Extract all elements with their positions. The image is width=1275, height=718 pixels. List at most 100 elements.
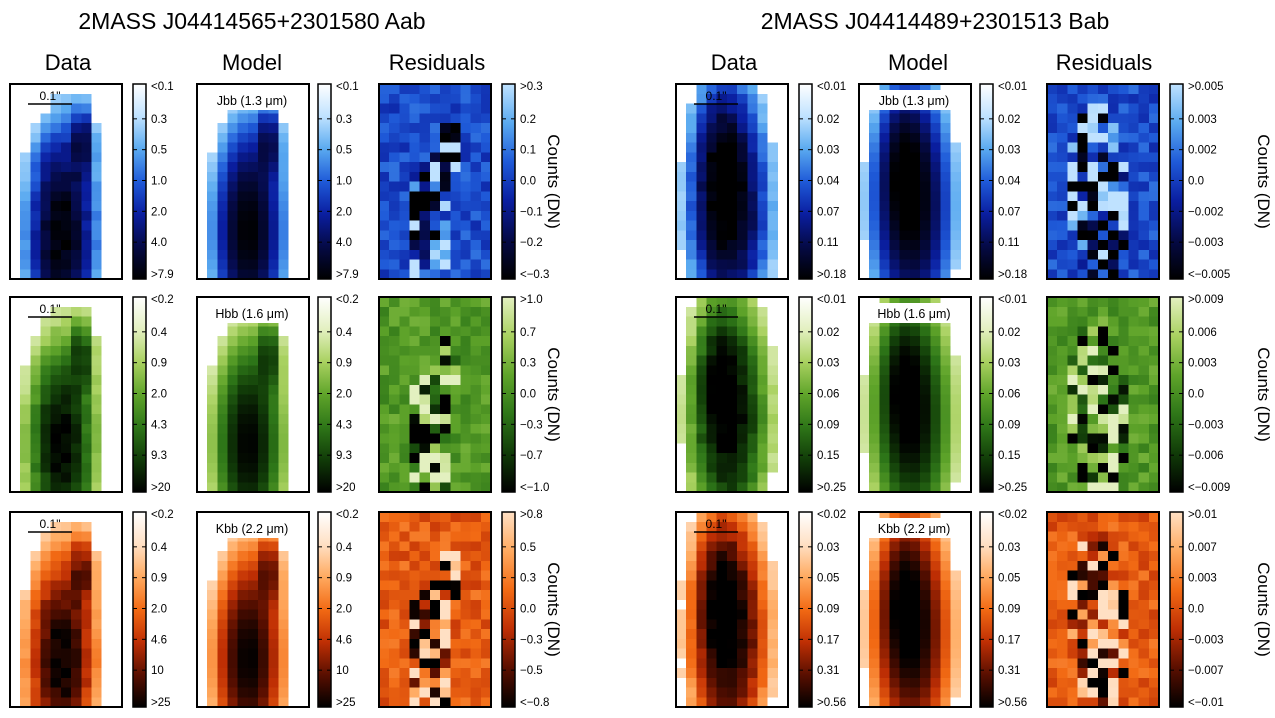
- colorbar-tick-label: 0.06: [998, 389, 1020, 401]
- band-label: Jbb (1.3 μm): [879, 94, 949, 108]
- colorbar-tick-label: 0.03: [817, 358, 839, 370]
- colorbar-tick-label: 4.0: [151, 237, 167, 249]
- colorbar-tick-label: 0.3: [151, 114, 167, 126]
- colorbar-tick-label: <0.01: [817, 294, 846, 306]
- colorbar-tick-label: <−0.8: [520, 697, 549, 709]
- colorbar-tick-label: 0.5: [520, 542, 536, 554]
- colorbar-tick-label: −0.1: [520, 206, 543, 218]
- colorbar-tick-label: 2.0: [151, 389, 167, 401]
- column-header: Data: [711, 50, 758, 75]
- target-title: 2MASS J04414565+2301580 Aab: [78, 8, 425, 34]
- target-title: 2MASS J04414489+2301513 Bab: [761, 8, 1109, 34]
- colorbar-tick-label: 2.0: [336, 206, 352, 218]
- colorbar-tick-label: 0.03: [817, 542, 839, 554]
- colorbar-tick-label: 4.3: [336, 419, 352, 431]
- data-image: [9, 83, 123, 280]
- data-image: [9, 296, 123, 493]
- colorbar-tick-label: 10: [151, 665, 164, 677]
- colorbar-tick-label: 0.09: [998, 419, 1020, 431]
- colorbar-tick-label: 0.15: [998, 450, 1020, 462]
- data-colorbar: <0.2 0.4 0.9 2.0 4.3 9.3 >20: [132, 294, 174, 494]
- colorbar-tick-label: 0.1: [520, 145, 536, 157]
- colorbar-tick-label: 0.3: [520, 573, 536, 585]
- colorbar-tick-label: >0.01: [1188, 509, 1217, 521]
- data-colorbar: <0.2 0.4 0.9 2.0 4.6 10 >25: [132, 509, 174, 709]
- residual-axis-label: Counts (DN): [1254, 134, 1273, 228]
- colorbar-tick-label: 2.0: [336, 604, 352, 616]
- data-image: [675, 296, 789, 493]
- data-colorbar: <0.1 0.3 0.5 1.0 2.0 4.0 >7.9: [132, 81, 174, 281]
- colorbar-tick-label: 0.02: [998, 327, 1020, 339]
- band-label: Kbb (2.2 μm): [878, 522, 951, 536]
- colorbar-tick-label: <0.01: [817, 81, 846, 93]
- colorbar-tick-label: <0.01: [998, 81, 1027, 93]
- column-header: Residuals: [389, 50, 486, 75]
- model-colorbar: <0.02 0.03 0.05 0.09 0.17 0.31 >0.56: [979, 509, 1027, 709]
- colorbar-tick-label: 0.17: [998, 634, 1020, 646]
- column-header: Data: [45, 50, 92, 75]
- colorbar-tick-label: >25: [336, 697, 356, 709]
- scale-bar-label: 0.1": [706, 517, 727, 531]
- colorbar-tick-label: 0.0: [1188, 604, 1204, 616]
- colorbar-tick-label: <0.01: [998, 294, 1027, 306]
- colorbar-tick-label: 0.02: [817, 114, 839, 126]
- column-header: Model: [888, 50, 948, 75]
- colorbar-tick-label: 0.007: [1188, 542, 1217, 554]
- model-image: [196, 83, 310, 280]
- colorbar-tick-label: <0.2: [336, 294, 359, 306]
- colorbar-tick-label: >0.18: [998, 269, 1027, 281]
- colorbar-tick-label: >20: [336, 482, 356, 494]
- colorbar-tick-label: 4.6: [336, 634, 352, 646]
- data-colorbar: <0.01 0.02 0.03 0.04 0.07 0.11 >0.18: [798, 81, 846, 281]
- colorbar-tick-label: 0.0: [1188, 176, 1204, 188]
- residual-image: [378, 296, 492, 493]
- colorbar-tick-label: <0.1: [336, 81, 359, 93]
- colorbar-tick-label: −0.7: [520, 450, 543, 462]
- model-colorbar: <0.2 0.4 0.9 2.0 4.3 9.3 >20: [317, 294, 359, 494]
- residual-colorbar: >0.8 0.5 0.3 0.0 −0.3 −0.5 <−0.8: [501, 509, 549, 709]
- model-colorbar: <0.2 0.4 0.9 2.0 4.6 10 >25: [317, 509, 359, 709]
- colorbar-tick-label: 0.06: [817, 389, 839, 401]
- colorbar-tick-label: 0.31: [817, 665, 839, 677]
- residual-axis-label: Counts (DN): [1254, 562, 1273, 656]
- colorbar-tick-label: 0.003: [1188, 114, 1217, 126]
- colorbar-tick-label: 0.11: [817, 237, 839, 249]
- colorbar-tick-label: 0.002: [1188, 145, 1217, 157]
- colorbar-tick-label: −0.006: [1188, 450, 1224, 462]
- colorbar-tick-label: >1.0: [520, 294, 543, 306]
- model-colorbar: <0.1 0.3 0.5 1.0 2.0 4.0 >7.9: [317, 81, 359, 281]
- colorbar-tick-label: >7.9: [336, 269, 359, 281]
- colorbar-tick-label: 4.6: [151, 634, 167, 646]
- residual-image: [378, 83, 492, 280]
- colorbar-tick-label: 0.003: [1188, 358, 1217, 370]
- colorbar-tick-label: >0.3: [520, 81, 543, 93]
- colorbar-tick-label: 0.4: [336, 542, 353, 554]
- colorbar-tick-label: 0.3: [520, 358, 536, 370]
- colorbar-tick-label: 4.0: [336, 237, 352, 249]
- colorbar-tick-label: >0.25: [998, 482, 1027, 494]
- colorbar-tick-label: <0.2: [151, 294, 174, 306]
- colorbar-tick-label: 0.07: [998, 206, 1020, 218]
- band-label: Hbb (1.6 μm): [877, 307, 950, 321]
- residual-axis-label: Counts (DN): [544, 134, 563, 228]
- data-image: [675, 511, 789, 708]
- colorbar-tick-label: 0.02: [817, 327, 839, 339]
- band-label: Hbb (1.6 μm): [215, 307, 288, 321]
- colorbar-tick-label: 0.04: [817, 176, 840, 188]
- colorbar-tick-label: 2.0: [151, 604, 167, 616]
- colorbar-tick-label: <0.02: [998, 509, 1027, 521]
- colorbar-tick-label: 9.3: [151, 450, 167, 462]
- colorbar-tick-label: <−0.005: [1188, 269, 1230, 281]
- colorbar-tick-label: 0.05: [998, 573, 1020, 585]
- colorbar-tick-label: 0.07: [817, 206, 839, 218]
- colorbar-tick-label: >25: [151, 697, 171, 709]
- colorbar-tick-label: 0.09: [817, 604, 839, 616]
- colorbar-tick-label: 1.0: [336, 176, 352, 188]
- colorbar-tick-label: 0.15: [817, 450, 839, 462]
- residual-colorbar: >0.009 0.006 0.003 0.0 −0.003 −0.006 <−0.009: [1169, 294, 1230, 494]
- colorbar-tick-label: 0.003: [1188, 573, 1217, 585]
- data-image: [9, 511, 123, 708]
- colorbar-tick-label: 0.03: [998, 145, 1020, 157]
- colorbar-tick-label: 0.02: [998, 114, 1020, 126]
- model-colorbar: <0.01 0.02 0.03 0.06 0.09 0.15 >0.25: [979, 294, 1027, 494]
